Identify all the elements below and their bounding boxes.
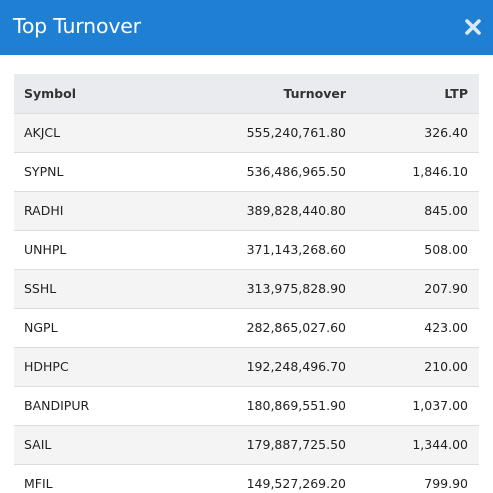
symbol-cell: NGPL [24,320,58,335]
turnover-cell: 282,865,027.60 [246,320,346,335]
table-row[interactable]: AKJCL 555,240,761.80 326.40 [14,113,479,152]
turnover-cell: 389,828,440.80 [246,203,346,218]
table-row[interactable]: UNHPL 371,143,268.60 508.00 [14,230,479,269]
turnover-cell: 192,248,496.70 [246,359,346,374]
column-header-symbol[interactable]: Symbol [24,85,76,101]
table-row[interactable]: SAIL 179,887,725.50 1,344.00 [14,425,479,464]
close-button[interactable] [462,16,484,38]
symbol-cell: SAIL [24,437,52,452]
table-header-row: Symbol Turnover LTP [14,74,479,113]
table-row[interactable]: MFIL 149,527,269.20 799.90 [14,464,479,493]
symbol-cell: SSHL [24,281,57,296]
column-header-ltp[interactable]: LTP [444,85,468,101]
turnover-cell: 555,240,761.80 [246,125,346,140]
ltp-cell: 326.40 [424,125,468,140]
symbol-cell: HDHPC [24,359,69,374]
turnover-cell: 180,869,551.90 [246,398,346,413]
ltp-cell: 845.00 [424,203,468,218]
ltp-cell: 799.90 [424,476,468,492]
close-icon [465,19,481,35]
dialog-header: Top Turnover [0,0,493,55]
ltp-cell: 210.00 [424,359,468,374]
turnover-cell: 179,887,725.50 [246,437,346,452]
turnover-cell: 371,143,268.60 [246,242,346,257]
turnover-cell: 149,527,269.20 [246,476,346,492]
ltp-cell: 508.00 [424,242,468,257]
symbol-cell: MFIL [24,476,53,492]
table-row[interactable]: BANDIPUR 180,869,551.90 1,037.00 [14,386,479,425]
table-row[interactable]: RADHI 389,828,440.80 845.00 [14,191,479,230]
symbol-cell: RADHI [24,203,64,218]
dialog-title: Top Turnover [13,14,141,38]
ltp-cell: 423.00 [424,320,468,335]
column-header-turnover[interactable]: Turnover [283,85,347,101]
symbol-cell: UNHPL [24,242,67,257]
table-row[interactable]: HDHPC 192,248,496.70 210.00 [14,347,479,386]
turnover-cell: 536,486,965.50 [246,164,346,179]
table-row[interactable]: NGPL 282,865,027.60 423.00 [14,308,479,347]
ltp-cell: 207.90 [424,281,468,296]
turnover-table-container: Symbol Turnover LTP AKJCL 555,240,761.80… [14,74,479,493]
table-row[interactable]: SSHL 313,975,828.90 207.90 [14,269,479,308]
symbol-cell: SYPNL [24,164,64,179]
turnover-cell: 313,975,828.90 [246,281,346,296]
symbol-cell: BANDIPUR [24,398,90,413]
ltp-cell: 1,037.00 [412,398,468,413]
symbol-cell: AKJCL [24,125,61,140]
table-row[interactable]: SYPNL 536,486,965.50 1,846.10 [14,152,479,191]
ltp-cell: 1,344.00 [412,437,468,452]
turnover-table: Symbol Turnover LTP AKJCL 555,240,761.80… [14,74,479,493]
ltp-cell: 1,846.10 [412,164,468,179]
